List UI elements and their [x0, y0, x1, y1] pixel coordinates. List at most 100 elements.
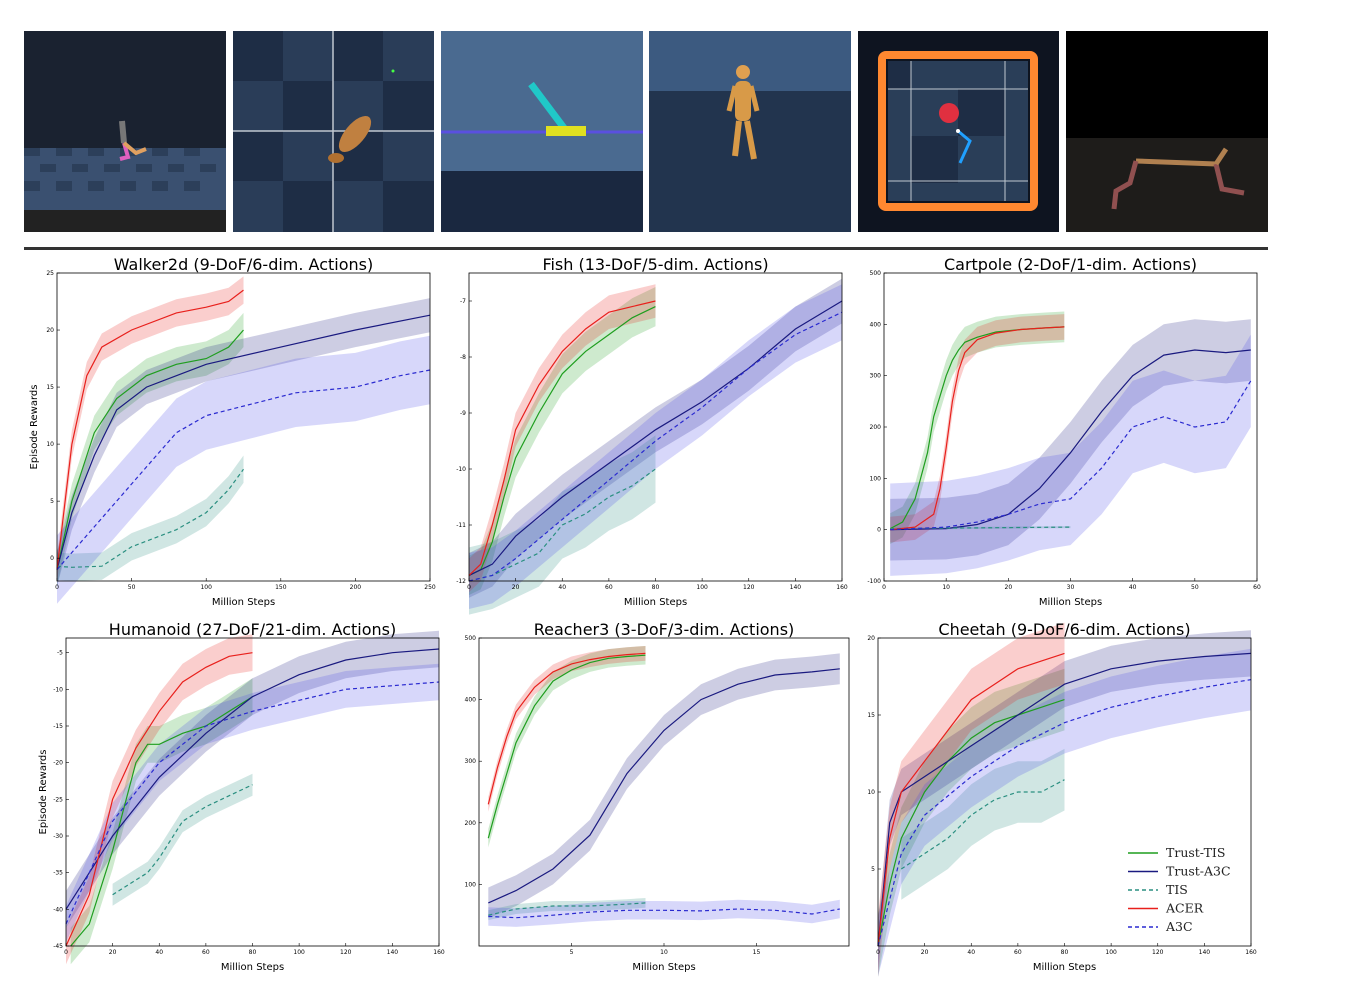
- x-axis-label: Million Steps: [221, 962, 284, 973]
- series-line-trust-tis: [56, 329, 244, 570]
- band-tis: [57, 455, 244, 581]
- band-acer: [57, 276, 244, 584]
- band-a3c: [66, 663, 439, 943]
- x-tick-label: 200: [350, 584, 362, 591]
- x-tick-label: 120: [743, 584, 755, 591]
- y-axis-label: Episode Rewards: [38, 750, 49, 835]
- y-tick-label: 0: [50, 555, 54, 562]
- y-tick-label: -40: [53, 906, 63, 913]
- legend-label-trust-tis: Trust-TIS: [1166, 845, 1225, 860]
- chart-panel-fish: 0 20 40 60 80 100 120 140 160 -12 -11 -10 -9 -8 -7 Fish…: [456, 255, 848, 615]
- chart-panel-reacher3: 5 10 15 100 200 300 400 500 Reacher3 (3-DoF/3-di…: [465, 620, 850, 973]
- y-tick-label: -12: [456, 578, 466, 585]
- y-tick-label: 300: [870, 373, 882, 380]
- plot-frame: [56, 272, 431, 582]
- y-tick-label: 400: [465, 697, 477, 704]
- series-line-tis: [112, 784, 253, 896]
- x-tick-label: 120: [340, 949, 352, 956]
- y-tick-label: 20: [867, 635, 875, 642]
- x-tick-label: 150: [275, 584, 287, 591]
- series-line-acer: [65, 652, 253, 947]
- x-tick-label: 100: [200, 584, 212, 591]
- series-line-trust-a3c: [877, 652, 1252, 947]
- chart-title: Humanoid (27-DoF/21-dim. Actions): [109, 620, 396, 639]
- x-axis-label: Million Steps: [632, 962, 695, 973]
- band-trust-a3c: [890, 319, 1251, 561]
- y-tick-label: 100: [870, 475, 882, 482]
- x-tick-label: 80: [249, 949, 257, 956]
- series-line-acer: [56, 289, 244, 570]
- x-axis-label: Million Steps: [212, 597, 275, 608]
- series-line-a3c: [488, 908, 840, 919]
- x-tick-label: 60: [202, 949, 210, 956]
- x-tick-label: 140: [387, 949, 399, 956]
- y-tick-label: 100: [465, 881, 477, 888]
- y-tick-label: -35: [53, 870, 63, 877]
- x-tick-label: 20: [109, 949, 117, 956]
- band-acer: [878, 622, 1065, 977]
- chart-panel-walker2d: 0 50 100 150 200 250 0 5 10 15 20 25 Walker2d (9-DoF…: [29, 255, 436, 608]
- humanoid-scene: [649, 31, 851, 232]
- y-tick-label: -25: [53, 796, 63, 803]
- x-tick-label: 40: [558, 584, 566, 591]
- y-tick-label: 300: [465, 758, 477, 765]
- x-tick-label: 250: [424, 584, 436, 591]
- y-tick-label: -10: [456, 466, 466, 473]
- y-tick-label: 5: [871, 866, 875, 873]
- legend-label-acer: ACER: [1165, 901, 1204, 916]
- y-tick-label: 5: [50, 498, 54, 505]
- band-trust-a3c: [878, 630, 1251, 970]
- x-tick-label: 15: [753, 949, 761, 956]
- y-tick-label: -11: [456, 522, 466, 529]
- x-tick-label: 60: [1253, 584, 1261, 591]
- y-tick-label: -45: [53, 943, 63, 950]
- x-tick-label: 30: [1067, 584, 1075, 591]
- series-line-tis: [56, 468, 244, 568]
- x-tick-label: 100: [696, 584, 708, 591]
- cheetah-scene: [1066, 31, 1268, 232]
- legend-label-tis: TIS: [1166, 882, 1188, 897]
- series-line-a3c: [468, 311, 843, 582]
- series-line-acer: [890, 326, 1065, 531]
- band-trust-tis: [488, 646, 646, 848]
- series-line-trust-a3c: [65, 648, 440, 910]
- band-a3c: [878, 648, 1251, 977]
- band-trust-tis: [70, 678, 253, 965]
- x-tick-label: 0: [64, 949, 68, 956]
- y-tick-label: 25: [46, 270, 54, 277]
- y-tick-label: -30: [53, 833, 63, 840]
- fish-scene: [233, 31, 435, 232]
- y-tick-label: -100: [867, 578, 881, 585]
- y-tick-label: -20: [53, 760, 63, 767]
- series-line-trust-tis: [487, 654, 646, 839]
- y-tick-label: 10: [46, 441, 54, 448]
- divider-line: [24, 247, 1268, 250]
- x-tick-label: 100: [1105, 949, 1117, 956]
- x-tick-label: 0: [55, 584, 59, 591]
- series-line-trust-tis: [468, 306, 656, 576]
- band-a3c: [469, 284, 842, 609]
- x-tick-label: 0: [882, 584, 886, 591]
- x-tick-label: 0: [467, 584, 471, 591]
- series-line-trust-tis: [70, 696, 253, 947]
- x-tick-label: 160: [1245, 949, 1257, 956]
- band-a3c: [57, 335, 430, 604]
- series-line-a3c: [65, 681, 440, 925]
- y-tick-label: 400: [870, 321, 882, 328]
- band-tis: [488, 898, 646, 921]
- chart-title: Reacher3 (3-DoF/3-dim. Actions): [534, 620, 795, 639]
- band-a3c: [890, 334, 1251, 576]
- series-line-tis: [488, 902, 646, 916]
- band-tis: [112, 773, 253, 906]
- chart-title: Fish (13-DoF/5-dim. Actions): [542, 255, 768, 274]
- series-line-acer: [487, 652, 646, 805]
- reacher3-scene: [858, 31, 1060, 232]
- x-tick-label: 10: [942, 584, 950, 591]
- y-tick-label: 200: [465, 820, 477, 827]
- x-tick-label: 0: [876, 949, 880, 956]
- band-trust-a3c: [469, 278, 842, 598]
- y-tick-label: -5: [57, 650, 63, 657]
- band-trust-a3c: [66, 630, 439, 928]
- x-tick-label: 80: [652, 584, 660, 591]
- y-tick-label: 500: [870, 270, 882, 277]
